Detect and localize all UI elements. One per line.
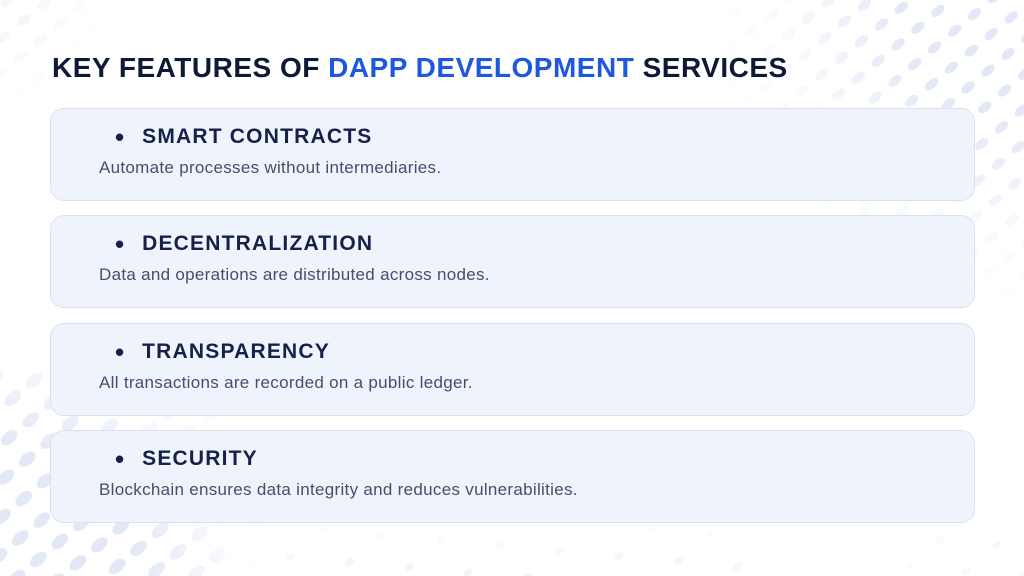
feature-heading-row: • SMART CONTRACTS (115, 124, 950, 150)
pattern-fade (230, 528, 790, 576)
feature-title: DECENTRALIZATION (142, 232, 374, 255)
bullet-icon: • (115, 444, 125, 474)
bullet-icon: • (115, 337, 125, 367)
title-prefix: KEY FEATURES OF (52, 52, 329, 83)
bullet-icon: • (115, 229, 125, 259)
feature-card-smart-contracts: • SMART CONTRACTS Automate processes wit… (50, 108, 975, 201)
feature-title: SMART CONTRACTS (142, 125, 373, 148)
dot-grid (230, 528, 790, 576)
feature-description: All transactions are recorded on a publi… (99, 373, 473, 392)
feature-description: Automate processes without intermediarie… (99, 158, 442, 177)
feature-card-transparency: • TRANSPARENCY All transactions are reco… (50, 323, 975, 416)
feature-title: TRANSPARENCY (142, 340, 330, 363)
feature-description: Data and operations are distributed acro… (99, 265, 490, 284)
halftone-pattern-bottom-strip (230, 528, 790, 576)
feature-heading-row: • TRANSPARENCY (115, 339, 950, 365)
feature-title: SECURITY (142, 447, 258, 470)
feature-description: Blockchain ensures data integrity and re… (99, 480, 578, 499)
bullet-icon: • (115, 122, 125, 152)
feature-card-decentralization: • DECENTRALIZATION Data and operations a… (50, 215, 975, 308)
feature-heading-row: • DECENTRALIZATION (115, 231, 950, 257)
page-title: KEY FEATURES OF DAPP DEVELOPMENT SERVICE… (52, 52, 788, 84)
title-highlight: DAPP DEVELOPMENT (328, 52, 635, 83)
title-suffix: SERVICES (634, 52, 788, 83)
feature-card-security: • SECURITY Blockchain ensures data integ… (50, 430, 975, 523)
feature-heading-row: • SECURITY (115, 446, 950, 472)
